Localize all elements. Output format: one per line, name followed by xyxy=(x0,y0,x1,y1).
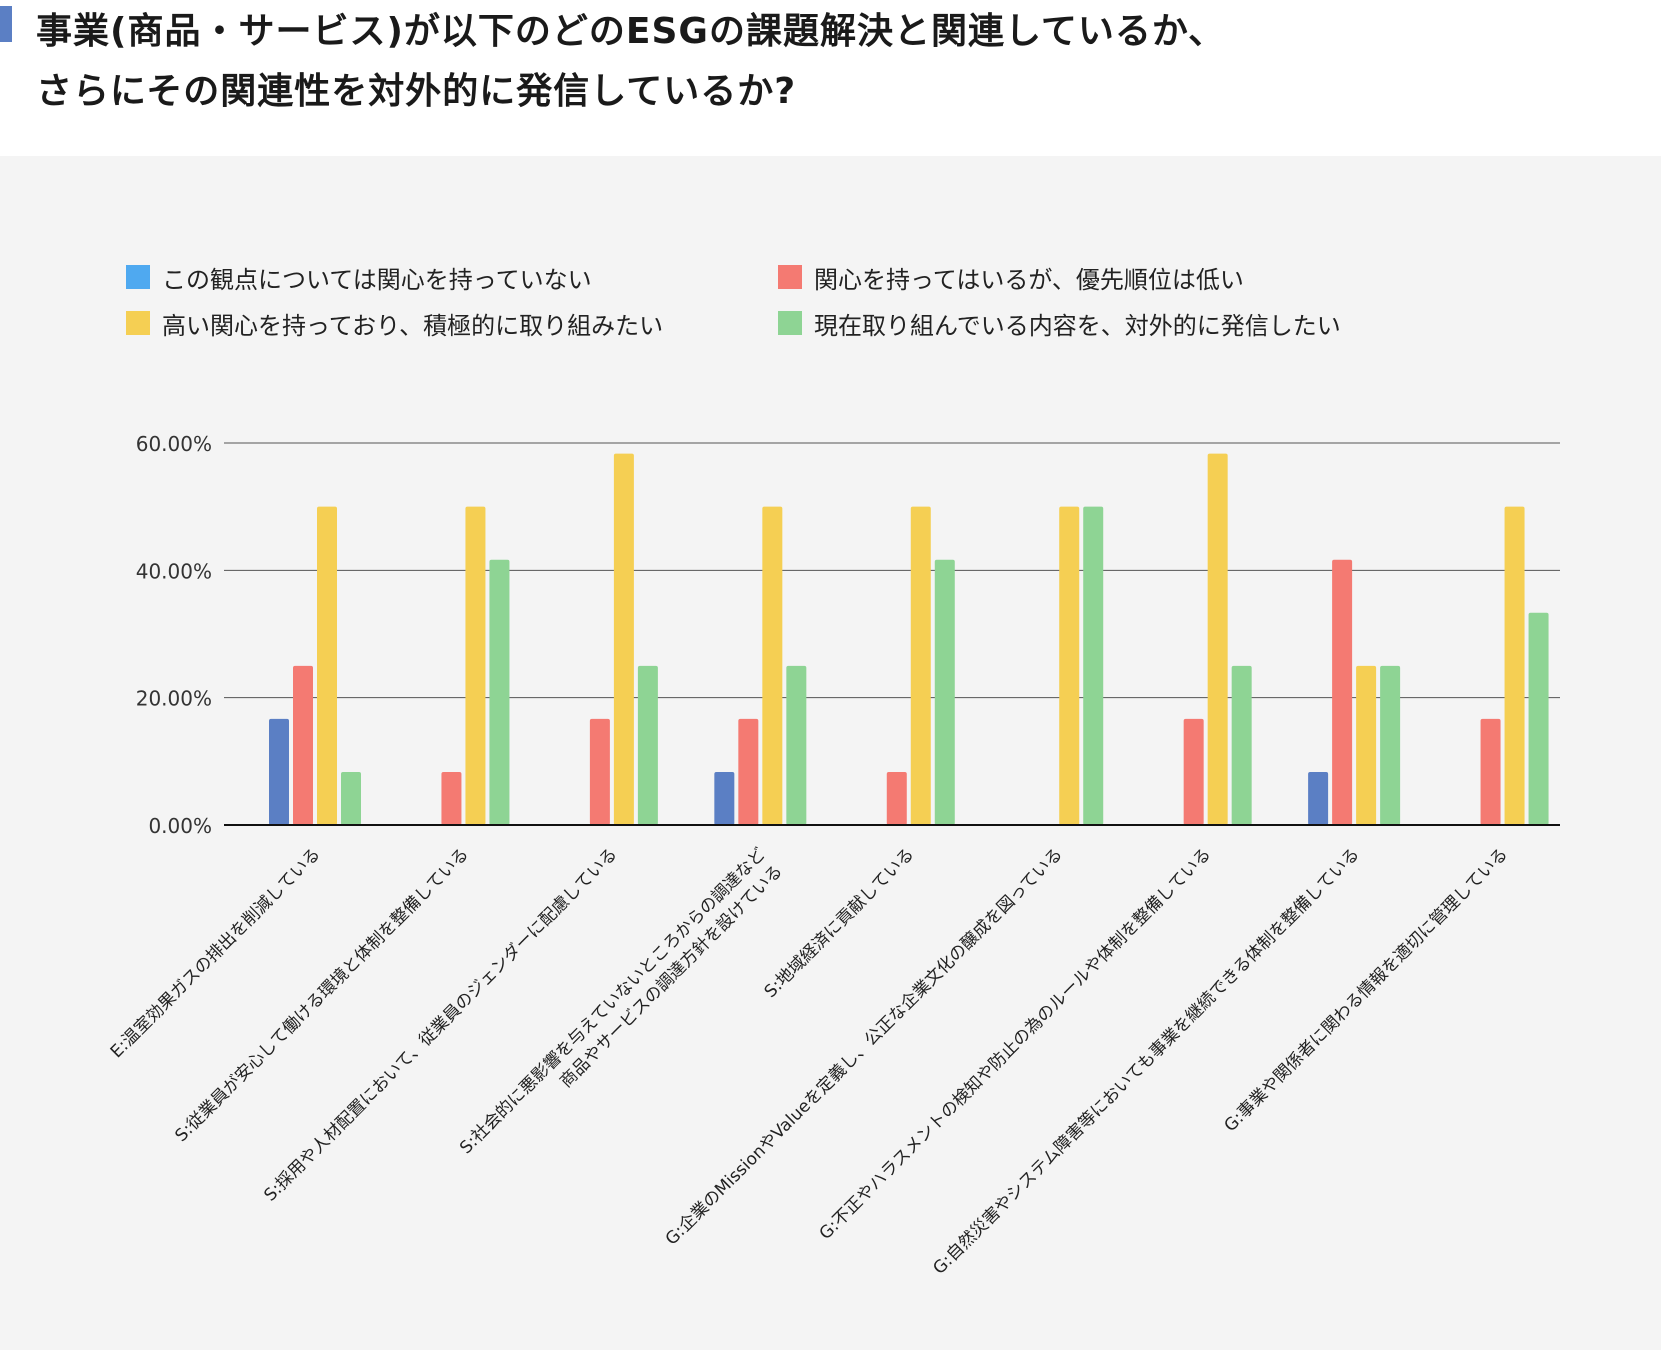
x-tick-label-line: S:採用や人材配置において、従業員のジェンダーに配慮している xyxy=(260,844,621,1205)
x-tick-label: S:社会的に悪影響を与えていないところからの調達など商品やサービスの調達方針を設… xyxy=(456,844,787,1175)
legend-item-high-interest: 高い関心を持っており、積極的に取り組みたい xyxy=(126,308,664,340)
legend-swatch-communicate xyxy=(778,311,802,335)
bar xyxy=(714,771,735,825)
x-tick-label: S:採用や人材配置において、従業員のジェンダーに配慮している xyxy=(260,844,621,1205)
page-title-line-2: さらにその関連性を対外的に発信しているか? xyxy=(36,71,797,112)
bar xyxy=(293,665,313,825)
bar xyxy=(465,506,486,825)
bar xyxy=(1504,506,1525,825)
bar xyxy=(1528,612,1549,825)
bar xyxy=(269,718,289,825)
legend-swatch-low-priority xyxy=(778,265,802,289)
bar xyxy=(1380,665,1401,825)
legend-item-low-priority: 関心を持ってはいるが、優先順位は低い xyxy=(778,262,1244,294)
chart-panel: この観点については関心を持っていない 関心を持ってはいるが、優先順位は低い 高い… xyxy=(0,156,1661,1350)
header: 事業(商品・サービス)が以下のどのESGの課題解決と関連しているか、 さらにその… xyxy=(0,0,1661,156)
header-accent-bar xyxy=(0,6,12,42)
x-tick-label: S:従業員が安心して働ける環境と体制を整備している xyxy=(171,844,473,1146)
legend-label-no-interest: この観点については関心を持っていない xyxy=(162,265,592,294)
bar xyxy=(738,718,759,825)
bar xyxy=(1183,718,1204,825)
bar xyxy=(589,718,610,825)
x-tick-label-line: 商品やサービスの調達方針を設けている xyxy=(556,861,787,1092)
bar xyxy=(1356,665,1377,825)
bar xyxy=(1207,453,1228,825)
y-tick-label: 40.00% xyxy=(136,559,212,583)
bar xyxy=(489,559,510,825)
x-tick-label: G:事業や関係者に関わる情報を適切に管理している xyxy=(1220,844,1512,1136)
bar xyxy=(1231,665,1252,825)
bar xyxy=(341,771,361,825)
legend-item-communicate: 現在取り組んでいる内容を、対外的に発信したい xyxy=(778,308,1341,340)
x-tick-label-line: S:従業員が安心して働ける環境と体制を整備している xyxy=(171,844,473,1146)
x-tick-label-line: S:地域経済に貢献している xyxy=(761,844,919,1002)
legend-label-communicate: 現在取り組んでいる内容を、対外的に発信したい xyxy=(814,311,1341,340)
bar xyxy=(613,453,634,825)
page-title-line-1: 事業(商品・サービス)が以下のどのESGの課題解決と関連しているか、 xyxy=(36,11,1226,52)
bar xyxy=(762,506,783,825)
bar xyxy=(441,771,462,825)
bar xyxy=(886,771,907,825)
legend-label-high-interest: 高い関心を持っており、積極的に取り組みたい xyxy=(162,311,664,340)
bar xyxy=(1308,771,1329,825)
y-tick-label: 0.00% xyxy=(148,814,212,838)
y-tick-label: 60.00% xyxy=(136,432,212,456)
legend-item-no-interest: この観点については関心を持っていない xyxy=(126,262,592,294)
x-tick-label: S:地域経済に貢献している xyxy=(761,844,919,1002)
x-tick-label-line: G:事業や関係者に関わる情報を適切に管理している xyxy=(1220,844,1512,1136)
bar xyxy=(934,559,955,825)
bar xyxy=(637,665,658,825)
bar xyxy=(317,506,337,825)
y-tick-label: 20.00% xyxy=(136,687,212,711)
bar xyxy=(910,506,931,825)
legend-label-low-priority: 関心を持ってはいるが、優先順位は低い xyxy=(814,265,1244,294)
bar xyxy=(1059,506,1080,825)
bar xyxy=(1083,506,1104,825)
legend-swatch-high-interest xyxy=(126,311,150,335)
bar xyxy=(786,665,807,825)
bar xyxy=(1332,559,1353,825)
bar-chart: 0.00%20.00%40.00%60.00%E:温室効果ガスの排出を削減してい… xyxy=(107,432,1560,1279)
legend-swatch-no-interest xyxy=(126,265,150,289)
x-tick-label-line: S:社会的に悪影響を与えていないところからの調達など xyxy=(456,844,770,1158)
bar xyxy=(1480,718,1501,825)
